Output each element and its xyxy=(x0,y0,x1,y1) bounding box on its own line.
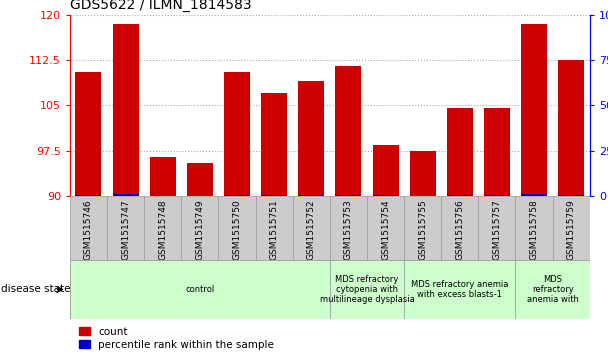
Bar xyxy=(187,163,213,196)
Text: GSM1515756: GSM1515756 xyxy=(455,199,465,260)
Bar xyxy=(224,72,250,196)
Bar xyxy=(299,195,324,196)
Text: GSM1515747: GSM1515747 xyxy=(121,199,130,260)
Bar xyxy=(441,196,478,260)
Bar xyxy=(558,60,584,196)
Bar xyxy=(292,196,330,260)
Bar xyxy=(484,108,510,196)
Text: GSM1515755: GSM1515755 xyxy=(418,199,427,260)
Text: GSM1515749: GSM1515749 xyxy=(195,199,204,260)
Text: GSM1515753: GSM1515753 xyxy=(344,199,353,260)
Bar xyxy=(336,66,361,196)
Bar xyxy=(516,260,590,319)
Bar xyxy=(521,195,547,196)
Bar xyxy=(75,72,102,196)
Bar xyxy=(367,196,404,260)
Bar xyxy=(330,260,404,319)
Bar xyxy=(478,196,516,260)
Text: MDS refractory
cytopenia with
multilineage dysplasia: MDS refractory cytopenia with multilinea… xyxy=(320,274,414,305)
Bar xyxy=(181,196,218,260)
Text: control: control xyxy=(185,285,215,294)
Bar xyxy=(558,195,584,196)
Bar xyxy=(553,196,590,260)
Text: GDS5622 / ILMN_1814583: GDS5622 / ILMN_1814583 xyxy=(70,0,252,12)
Bar xyxy=(373,195,398,196)
Bar xyxy=(224,195,250,196)
Bar xyxy=(218,196,255,260)
Bar xyxy=(261,93,287,196)
Bar xyxy=(447,108,473,196)
Bar xyxy=(261,195,287,196)
Text: GSM1515751: GSM1515751 xyxy=(269,199,278,260)
Text: disease state: disease state xyxy=(1,285,70,294)
Bar xyxy=(112,24,139,196)
Bar xyxy=(336,195,361,196)
Bar xyxy=(484,195,510,196)
Bar xyxy=(107,196,144,260)
Bar xyxy=(70,196,107,260)
Bar xyxy=(521,24,547,196)
Text: GSM1515746: GSM1515746 xyxy=(84,199,93,260)
Bar xyxy=(330,196,367,260)
Bar xyxy=(70,260,330,319)
Text: GSM1515758: GSM1515758 xyxy=(530,199,539,260)
Bar xyxy=(75,195,102,196)
Bar xyxy=(410,151,436,196)
Text: MDS refractory anemia
with excess blasts-1: MDS refractory anemia with excess blasts… xyxy=(411,280,508,299)
Text: MDS
refractory
anemia with: MDS refractory anemia with xyxy=(527,274,579,305)
Bar xyxy=(404,260,516,319)
Bar xyxy=(299,81,324,196)
Bar xyxy=(404,196,441,260)
Bar xyxy=(516,196,553,260)
Text: GSM1515754: GSM1515754 xyxy=(381,199,390,260)
Bar xyxy=(373,144,398,196)
Text: GSM1515750: GSM1515750 xyxy=(232,199,241,260)
Bar xyxy=(112,195,139,196)
Bar xyxy=(255,196,292,260)
Bar xyxy=(150,157,176,196)
Text: GSM1515748: GSM1515748 xyxy=(158,199,167,260)
Legend: count, percentile rank within the sample: count, percentile rank within the sample xyxy=(75,323,278,354)
Text: GSM1515757: GSM1515757 xyxy=(492,199,502,260)
Text: GSM1515752: GSM1515752 xyxy=(307,199,316,260)
Bar xyxy=(447,195,473,196)
Bar xyxy=(144,196,181,260)
Text: GSM1515759: GSM1515759 xyxy=(567,199,576,260)
